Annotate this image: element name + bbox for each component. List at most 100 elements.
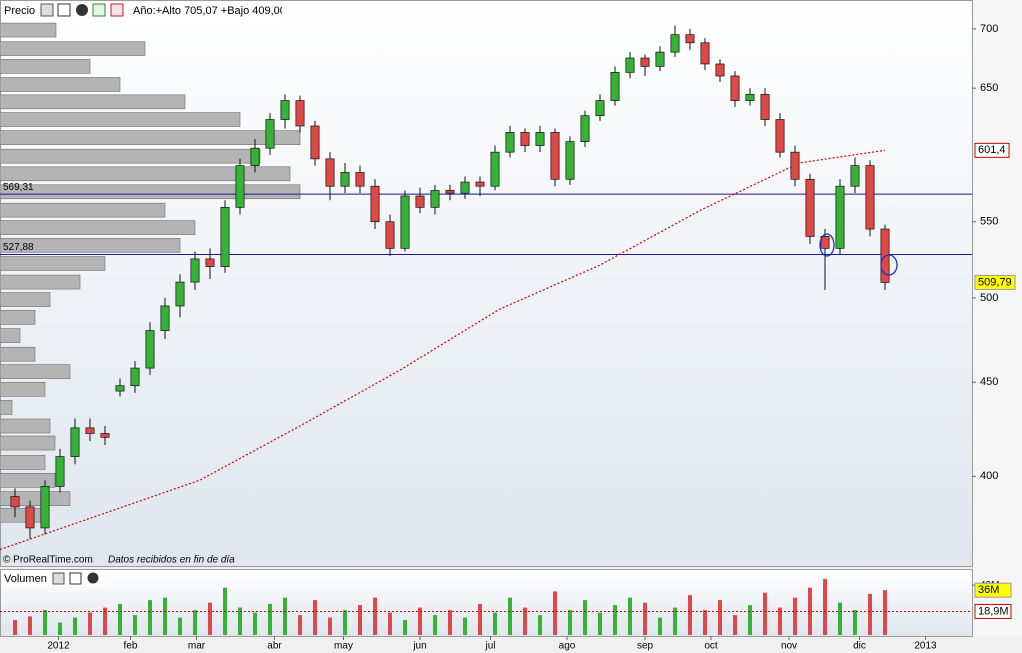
- volume-bar: [463, 617, 467, 635]
- settings-icon[interactable]: [40, 3, 54, 17]
- close-icon[interactable]: [87, 572, 99, 584]
- panel-title: Precio: [4, 5, 35, 17]
- profile-bar: [0, 166, 291, 182]
- note: Datos recibidos en fin de día: [108, 555, 235, 566]
- volume-bar: [208, 602, 212, 635]
- candle-body: [865, 165, 875, 230]
- settings-icon[interactable]: [52, 572, 65, 585]
- candle-body: [595, 100, 605, 117]
- level-label: 569,31: [3, 182, 34, 193]
- y-tick-label: 450: [980, 376, 998, 388]
- profile-bar: [0, 202, 166, 218]
- candle-body: [295, 100, 305, 127]
- profile-bar: [0, 292, 51, 307]
- x-tick-label: oct: [704, 641, 718, 652]
- header-bar: [1, 1, 283, 20]
- profile-bar: [0, 77, 121, 92]
- candle-body: [700, 42, 710, 65]
- x-tick-label: ago: [559, 641, 576, 652]
- x-tick-label: jul: [484, 641, 495, 652]
- panel-subtitle: Año:+Alto 705,07 +Bajo 409,00: [133, 5, 286, 17]
- candle-body: [805, 178, 815, 237]
- volume-bar: [553, 591, 557, 635]
- volume-bar: [253, 612, 257, 635]
- volume-bar: [73, 617, 77, 635]
- candle-body: [640, 57, 650, 67]
- candle-body: [610, 72, 620, 101]
- window-icon[interactable]: [57, 3, 71, 17]
- toolbar[interactable]: [40, 3, 124, 17]
- candle-body: [550, 132, 560, 180]
- volume-bar: [823, 578, 827, 635]
- profile-bar: [0, 455, 46, 470]
- volume-bar: [613, 605, 617, 635]
- candle-body: [220, 206, 230, 267]
- x-tick-label: feb: [124, 641, 138, 652]
- volume-bar: [703, 610, 707, 635]
- x-tick-label: 2012: [47, 641, 70, 652]
- profile-bar: [0, 418, 51, 434]
- profile-bar: [0, 94, 186, 110]
- candle-body: [55, 456, 65, 487]
- axes: 400450500550650700601,4509,7940M18,9M36M…: [47, 23, 1016, 652]
- volume-bar: [688, 595, 692, 635]
- profile-bar: [0, 507, 46, 523]
- ma-label-box: [974, 142, 1010, 158]
- candle-body: [850, 165, 860, 187]
- candle-body: [490, 151, 500, 187]
- volume-bar: [868, 593, 872, 635]
- x-tick-label: nov: [781, 641, 797, 652]
- moving-average: [0, 149, 886, 551]
- candle-body: [745, 94, 755, 101]
- candle-body: [790, 151, 800, 180]
- profile-bar: [0, 328, 21, 343]
- close-icon[interactable]: [76, 4, 88, 16]
- candle-body: [715, 63, 725, 77]
- candle-body: [100, 433, 110, 438]
- profile-bar: [0, 491, 71, 506]
- candle-body: [160, 305, 170, 331]
- volume-bar: [268, 603, 272, 635]
- candle-body: [190, 258, 200, 283]
- volume-bar: [508, 597, 512, 635]
- candle-body: [670, 34, 680, 53]
- volume-ma-label: 18,9M: [978, 605, 1009, 617]
- candle-body: [145, 330, 155, 369]
- volume-bar: [403, 620, 407, 635]
- volume-bar: [448, 610, 452, 635]
- volume-bar: [163, 597, 167, 635]
- volume-bar: [298, 615, 302, 635]
- volume-bar: [28, 616, 32, 635]
- candle-body: [130, 367, 140, 387]
- candle-body: [775, 119, 785, 153]
- volume-bar: [133, 615, 137, 635]
- candle-body: [10, 496, 20, 508]
- candle-body: [475, 181, 485, 187]
- volume-bar: [58, 622, 62, 635]
- volume-toolbar[interactable]: [52, 572, 99, 585]
- candle-body: [445, 190, 455, 194]
- profile-bar: [0, 220, 196, 235]
- plot-area: 569,31 527,88: [0, 22, 972, 551]
- x-tick-label: 2013: [914, 641, 937, 652]
- down-icon[interactable]: [110, 3, 124, 17]
- volume-title: Volumen: [4, 573, 47, 585]
- volume-bar: [643, 602, 647, 635]
- profile-bar: [0, 184, 301, 200]
- annotation-circle: [880, 254, 898, 276]
- annotation-circle: [819, 233, 835, 257]
- candle-body: [85, 427, 95, 434]
- x-tick-label: may: [334, 641, 353, 652]
- up-icon[interactable]: [92, 3, 106, 17]
- window-icon[interactable]: [69, 572, 82, 585]
- x-tick-label: sep: [637, 641, 654, 652]
- volume-bar: [373, 597, 377, 635]
- volume-bar: [103, 607, 107, 635]
- candle-body: [730, 75, 740, 101]
- volume-bar: [883, 590, 887, 635]
- candle-body: [655, 51, 665, 67]
- candle-body: [70, 427, 80, 457]
- volume-bar: [13, 620, 17, 635]
- candle-body: [175, 281, 185, 307]
